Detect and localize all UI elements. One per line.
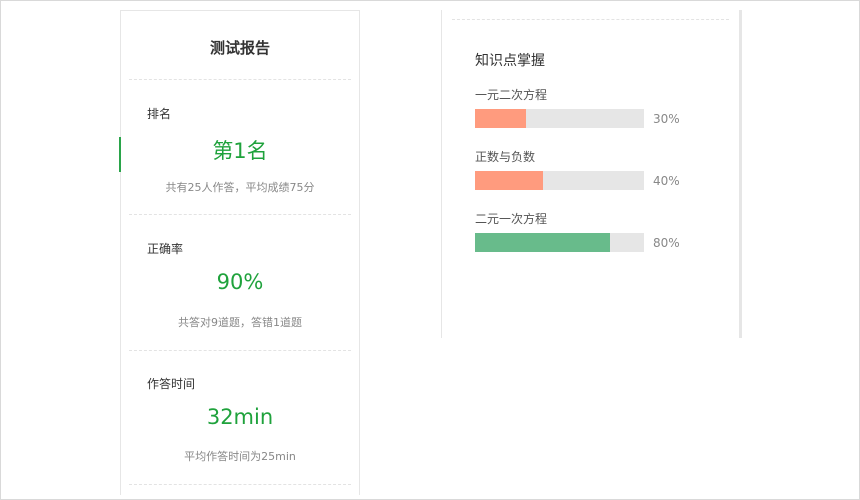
time-label: 作答时间	[147, 377, 196, 391]
knowledge-item-name: 一元二次方程	[475, 88, 548, 102]
knowledge-item-percent: 40%	[653, 174, 680, 188]
time-detail: 平均作答时间为25min	[184, 450, 296, 463]
progress-track	[475, 109, 644, 128]
report-title: 测试报告	[209, 39, 270, 57]
progress-fill	[475, 171, 543, 190]
ranking-detail: 共有25人作答，平均成绩75分	[165, 181, 315, 194]
knowledge-item-percent: 80%	[653, 236, 680, 250]
progress-track	[475, 171, 644, 190]
ranking-label: 排名	[147, 107, 172, 121]
test-report-card: 测试报告 排名 第1名 共有25人作答，平均成绩75分 正确率 90% 共答对9…	[119, 10, 360, 495]
time-value: 32min	[206, 405, 274, 429]
progress-track	[475, 233, 644, 252]
divider	[129, 79, 351, 80]
knowledge-item-name: 正数与负数	[475, 150, 536, 164]
divider	[452, 19, 729, 20]
knowledge-item: 正数与负数 40%	[475, 148, 715, 208]
knowledge-mastery-panel: 知识点掌握 一元二次方程 30% 正数与负数 40% 二元一次方程 80%	[441, 10, 742, 338]
knowledge-item: 二元一次方程 80%	[475, 210, 715, 270]
divider	[129, 350, 351, 351]
accuracy-detail: 共答对9道题，答错1道题	[178, 316, 302, 329]
knowledge-item-percent: 30%	[653, 112, 680, 126]
active-indicator	[119, 137, 121, 172]
progress-fill	[475, 233, 611, 252]
divider	[129, 484, 351, 485]
divider	[129, 214, 351, 215]
knowledge-item-name: 二元一次方程	[475, 212, 548, 226]
knowledge-item: 一元二次方程 30%	[475, 86, 715, 146]
knowledge-title: 知识点掌握	[475, 53, 545, 69]
accuracy-label: 正确率	[147, 242, 184, 256]
progress-fill	[475, 109, 526, 128]
accuracy-value: 90%	[216, 270, 264, 294]
ranking-value: 第1名	[212, 139, 268, 163]
